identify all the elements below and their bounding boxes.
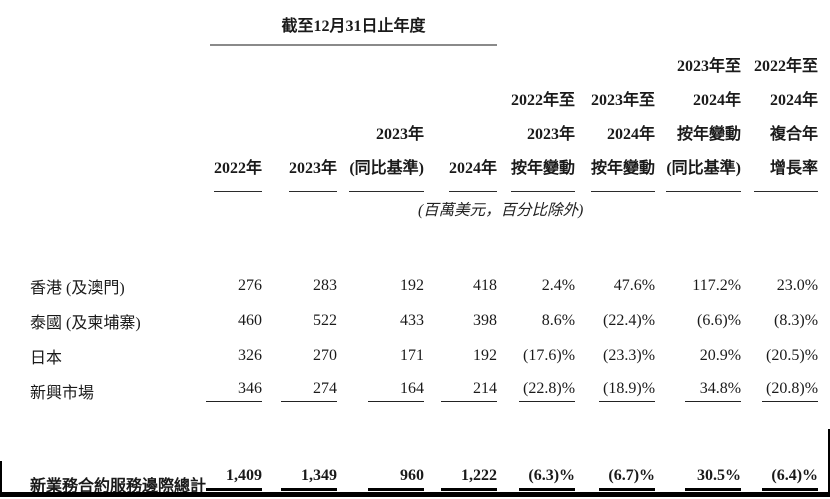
value-cell: 20.9% bbox=[699, 346, 742, 364]
value-cell-underlined: 346 bbox=[206, 380, 262, 402]
spanner-cell: 截至12月31日止年度 bbox=[180, 0, 498, 46]
value-cell: (17.6)% bbox=[523, 346, 576, 364]
table-row-thailand: 泰國 (及柬埔寨) 460 522 433 398 8.6% (22.4)% (… bbox=[30, 303, 818, 338]
row-label: 新興市場 bbox=[30, 384, 95, 402]
value-cell-underlined: (18.9)% bbox=[599, 380, 656, 402]
column-header-row: 2022年 2023年 2023年 (同比基準) 2024年 2022年至 20… bbox=[30, 46, 819, 192]
value-cell-underlined: 164 bbox=[368, 380, 424, 402]
spacer-row bbox=[30, 226, 818, 268]
units-note-row: (百萬美元，百分比除外) bbox=[30, 192, 818, 226]
total-value: 1,222 bbox=[461, 467, 498, 484]
col-header-yoy-2022-2023: 2022年至 2023年 按年變動 bbox=[497, 46, 576, 192]
header-line: 2024年 bbox=[607, 126, 656, 143]
header-line: 2023年至 bbox=[677, 58, 742, 75]
total-label: 新業務合約服務邊際總計 bbox=[30, 478, 207, 495]
total-row: 新業務合約服務邊際總計 1,409 1,349 960 1,222 (6.3)%… bbox=[30, 452, 819, 496]
value-cell: 8.6% bbox=[541, 311, 576, 329]
header-line: (同比基準) bbox=[666, 160, 742, 177]
total-value: (6.3)% bbox=[528, 467, 576, 484]
value-cell: 276 bbox=[238, 276, 262, 294]
col-header-2022: 2022年 bbox=[180, 46, 262, 192]
total-value: 960 bbox=[400, 467, 424, 484]
value-cell: 283 bbox=[313, 276, 337, 294]
header-line: (同比基準) bbox=[349, 160, 424, 177]
table-row-hongkong: 香港 (及澳門) 276 283 192 418 2.4% 47.6% 117.… bbox=[30, 268, 818, 303]
value-cell: (20.5)% bbox=[766, 346, 819, 364]
header-line: 2023年 bbox=[527, 126, 576, 143]
value-cell-underlined: (22.8)% bbox=[519, 380, 576, 402]
total-value: (6.4)% bbox=[771, 467, 819, 484]
header-line: 2022年至 bbox=[754, 58, 819, 75]
col-header-cagr-2022-2024: 2022年至 2024年 複合年 增長率 bbox=[741, 46, 819, 192]
value-cell: (23.3)% bbox=[603, 346, 656, 364]
value-cell: 2.4% bbox=[541, 276, 576, 294]
total-value: 1,349 bbox=[301, 467, 337, 484]
spanner-spacer bbox=[30, 0, 180, 46]
col-header-yoy-2023-2024: 2023年至 2024年 按年變動 bbox=[575, 46, 656, 192]
page-left-border-stub bbox=[0, 461, 2, 497]
header-line: 按年變動 bbox=[677, 126, 742, 143]
header-line: 2023年 bbox=[375, 126, 424, 143]
header-line: 按年變動 bbox=[591, 160, 656, 177]
table-row-emerging-markets: 新興市場 346 274 164 214 (22.8)% (18.9)% 34.… bbox=[30, 373, 819, 408]
total-value: (6.7)% bbox=[608, 467, 656, 484]
header-label-spacer bbox=[30, 46, 180, 192]
value-cell: 117.2% bbox=[692, 276, 742, 294]
value-cell: 522 bbox=[313, 311, 337, 329]
header-line: 2024年 bbox=[770, 92, 819, 109]
row-label: 香港 (及澳門) bbox=[30, 279, 125, 297]
header-line: 2024年 bbox=[449, 160, 498, 177]
value-cell: 47.6% bbox=[613, 276, 656, 294]
page-bottom-border bbox=[0, 492, 830, 497]
value-cell: 418 bbox=[473, 276, 498, 294]
value-cell-underlined: 214 bbox=[441, 380, 498, 402]
total-value: 1,409 bbox=[226, 467, 262, 484]
value-cell-underlined: (20.8)% bbox=[762, 380, 819, 402]
value-cell: 270 bbox=[313, 346, 337, 364]
value-cell-underlined: 274 bbox=[281, 380, 337, 402]
value-cell: 326 bbox=[238, 346, 262, 364]
value-cell: 460 bbox=[238, 311, 262, 329]
header-line: 2022年至 bbox=[511, 92, 576, 109]
column-spanner-header: 截至12月31日止年度 bbox=[210, 12, 498, 46]
total-value: 30.5% bbox=[697, 467, 742, 484]
value-cell: (6.6)% bbox=[697, 311, 742, 329]
table-row-japan: 日本 326 270 171 192 (17.6)% (23.3)% 20.9%… bbox=[30, 338, 818, 373]
value-cell: 23.0% bbox=[776, 276, 819, 294]
row-label: 日本 bbox=[30, 349, 63, 367]
header-line: 複合年 bbox=[770, 126, 819, 143]
header-line: 2024年 bbox=[693, 92, 742, 109]
header-line: 增長率 bbox=[770, 160, 819, 177]
header-line: 2022年 bbox=[213, 160, 262, 177]
spacer-row bbox=[30, 408, 818, 452]
col-header-2024: 2024年 bbox=[424, 46, 498, 192]
value-cell-underlined: 34.8% bbox=[685, 380, 742, 402]
page-right-border-stub bbox=[828, 429, 830, 497]
col-header-2023: 2023年 bbox=[262, 46, 337, 192]
value-cell: 433 bbox=[400, 311, 424, 329]
units-note: (百萬美元，百分比除外) bbox=[418, 202, 584, 219]
value-cell: (22.4)% bbox=[603, 311, 656, 329]
spanner-row: 截至12月31日止年度 bbox=[30, 0, 818, 46]
financial-table: 截至12月31日止年度 2022年 2023年 2023年 (同比基準) 202… bbox=[30, 0, 819, 496]
header-line: 按年變動 bbox=[511, 160, 576, 177]
header-line: 2023年 bbox=[288, 160, 337, 177]
value-cell: (8.3)% bbox=[774, 311, 819, 329]
row-label: 泰國 (及柬埔寨) bbox=[30, 314, 141, 332]
value-cell: 398 bbox=[473, 311, 498, 329]
col-header-2023-lfl: 2023年 (同比基準) bbox=[337, 46, 424, 192]
header-line: 2023年至 bbox=[591, 92, 656, 109]
spanner-spacer-right bbox=[497, 0, 818, 46]
col-header-yoy-2023-2024-lfl: 2023年至 2024年 按年變動 (同比基準) bbox=[655, 46, 742, 192]
value-cell: 171 bbox=[400, 346, 424, 364]
value-cell: 192 bbox=[473, 346, 498, 364]
value-cell: 192 bbox=[400, 276, 424, 294]
